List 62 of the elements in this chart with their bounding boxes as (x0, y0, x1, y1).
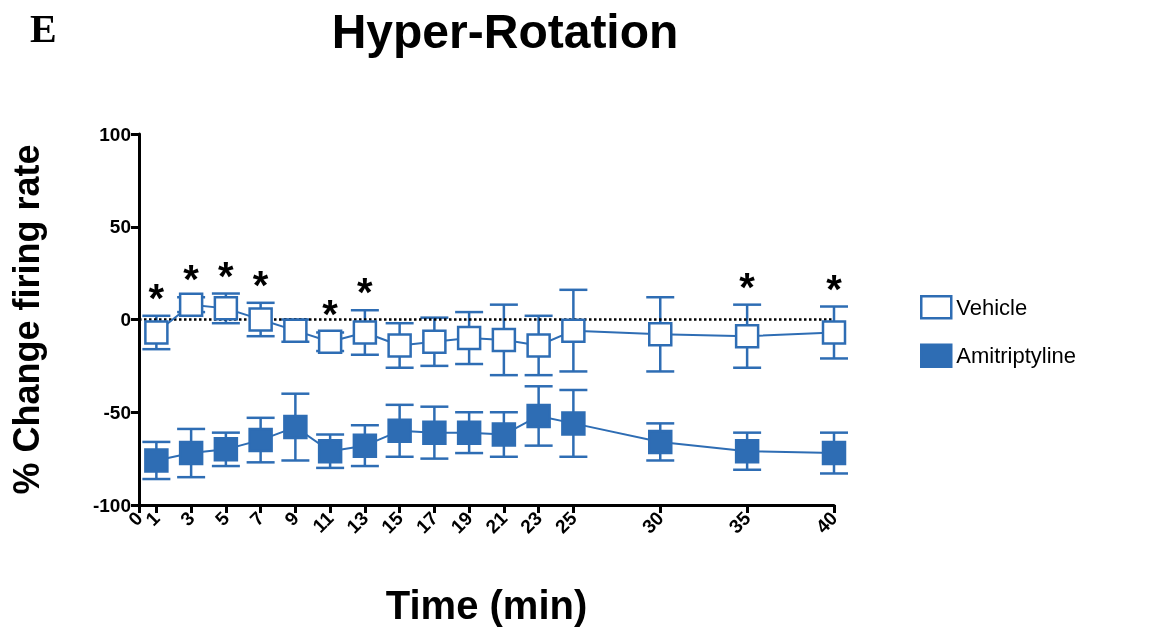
point (526, 333, 551, 358)
y-tick-label: -50 (103, 401, 131, 423)
annotation: * (739, 264, 756, 309)
point (317, 438, 343, 464)
point (248, 307, 273, 332)
point (456, 420, 482, 445)
point (178, 440, 204, 466)
x-axis-title: Time (min) (385, 583, 588, 627)
annotation: * (826, 266, 843, 311)
annotation: * (252, 262, 269, 307)
point (734, 438, 760, 464)
point (352, 433, 378, 458)
x-tick-label: 35 (724, 507, 755, 538)
point (144, 448, 169, 473)
x-tick-label: 21 (481, 507, 512, 538)
x-tick-label: 7 (245, 507, 269, 530)
point (387, 333, 412, 358)
x-tick-label: 17 (412, 507, 442, 538)
annotation: * (357, 270, 374, 315)
annotation: * (322, 292, 339, 337)
point (352, 320, 378, 345)
x-tick-label: 40 (811, 507, 842, 538)
annotation: * (183, 257, 200, 302)
x-tick-label: 25 (551, 507, 582, 538)
x-tick-label: 30 (637, 507, 668, 538)
point (526, 403, 551, 429)
x-tick-label: 23 (516, 507, 547, 538)
point (491, 327, 517, 353)
point (248, 427, 273, 453)
y-tick-label: 50 (109, 216, 131, 238)
x-tick-label: 19 (446, 507, 477, 538)
x-tick-label: 11 (308, 507, 338, 537)
legend-label: Amitriptyline (956, 343, 1077, 369)
point (821, 440, 847, 466)
x-tick-label: 9 (280, 507, 303, 530)
y-axis-title: % Change firing rate (5, 144, 47, 495)
annotation: * (218, 253, 235, 298)
point (213, 437, 239, 462)
point (561, 318, 586, 343)
x-tick-label: 3 (176, 507, 199, 530)
x-tick-label: 1 (141, 507, 165, 530)
point (422, 329, 447, 355)
x-tick-label: 13 (342, 507, 373, 538)
point (734, 323, 760, 349)
annotation: * (148, 275, 165, 320)
point (648, 429, 673, 455)
point (387, 418, 412, 444)
point (491, 422, 517, 447)
x-tick-label: 5 (210, 507, 234, 530)
point (648, 322, 673, 347)
x-tick-label: 15 (377, 507, 408, 538)
y-tick-label: 0 (120, 309, 131, 330)
point (144, 320, 169, 345)
text: E (30, 5, 57, 51)
chart-title: Hyper-Rotation (331, 4, 679, 58)
point (821, 320, 847, 345)
point (561, 411, 586, 436)
legend-label: Vehicle (956, 294, 1028, 320)
y-tick-label: 100 (99, 123, 131, 145)
point (422, 420, 447, 445)
point (456, 325, 482, 351)
point (283, 414, 308, 440)
